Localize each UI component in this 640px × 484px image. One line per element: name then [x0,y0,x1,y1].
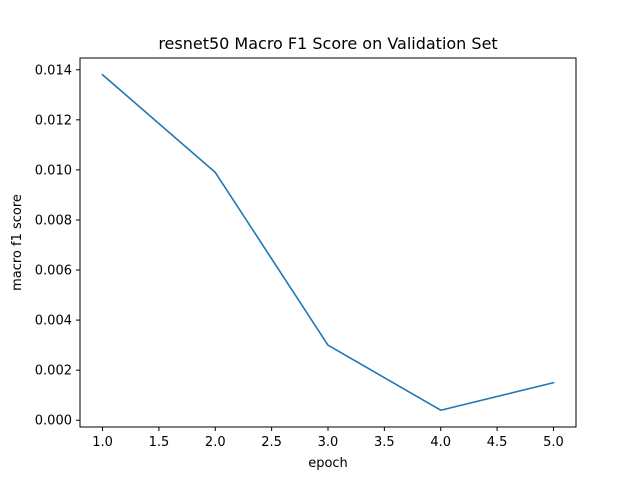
y-tick-label: 0.002 [35,364,72,379]
x-tick-label: 2.0 [205,435,226,450]
chart-title: resnet50 Macro F1 Score on Validation Se… [158,34,497,53]
y-tick-label: 0.004 [35,314,72,329]
y-axis-ticks: 0.000 0.002 0.004 0.006 0.008 0.010 0.012 0.014 [35,63,80,429]
x-tick-label: 4.5 [487,435,508,450]
x-tick-label: 3.5 [374,435,395,450]
series-line-0 [101,73,555,412]
x-tick-label: 1.0 [92,435,113,450]
x-tick-label: 3.0 [318,435,339,450]
x-tick-label: 4.0 [430,435,451,450]
plot-layer [101,73,555,412]
x-tick-label: 1.5 [149,435,170,450]
y-tick-label: 0.000 [35,414,72,429]
y-tick-label: 0.012 [35,113,72,128]
x-axis-label: epoch [308,456,348,471]
x-tick-label: 2.5 [261,435,282,450]
y-tick-label: 0.010 [35,163,72,178]
y-tick-label: 0.006 [35,264,72,279]
x-axis-ticks: 1.0 1.5 2.0 2.5 3.0 3.5 4.0 4.5 5.0 [92,427,564,450]
x-tick-label: 5.0 [543,435,564,450]
y-axis-label: macro f1 score [10,194,25,291]
y-tick-label: 0.008 [35,213,72,228]
y-tick-label: 0.014 [35,63,72,78]
